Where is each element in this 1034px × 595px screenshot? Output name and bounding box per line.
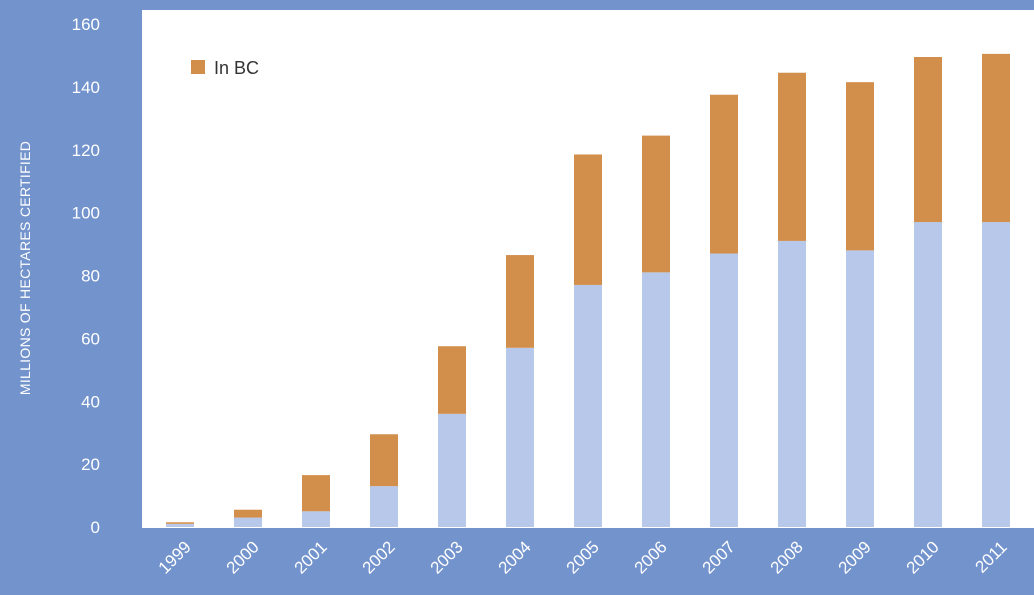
y-tick-label: 120 [72,141,100,160]
x-tick-label: 2010 [903,537,943,577]
y-axis-title: MILLIONS OF HECTARES CERTIFIED [17,141,33,395]
bar-in-bc-2011 [982,53,1010,223]
legend: In BC [191,58,259,78]
bar-base-2004 [506,347,534,527]
y-tick-label: 160 [72,15,100,34]
y-tick-labels: 0 20 40 60 80 100 120 140 160 [72,15,100,537]
bar-in-bc-2006 [642,135,670,273]
bar-in-bc-2004 [506,255,534,348]
bar-base-1999 [166,523,194,527]
bar-base-2011 [982,222,1010,527]
bar-base-2000 [234,517,262,527]
y-tick-label: 40 [81,392,100,411]
y-tick-label: 60 [81,329,100,348]
y-tick-label: 140 [72,78,100,97]
y-tick-label: 0 [91,518,100,537]
x-tick-label: 2002 [359,537,399,577]
bar-in-bc-1999 [166,522,194,524]
x-tick-label: 2001 [291,537,331,577]
bar-base-2009 [846,250,874,527]
x-tick-label: 2006 [631,537,671,577]
bar-in-bc-2008 [778,72,806,241]
x-tick-label: 2005 [563,537,603,577]
x-tick-label: 2011 [972,537,1011,576]
bar-base-2005 [574,284,602,527]
x-tick-label: 2000 [223,537,263,577]
x-tick-label: 2004 [495,537,535,577]
bar-in-bc-2007 [710,94,738,254]
bar-base-2002 [370,486,398,527]
y-tick-label: 20 [81,455,100,474]
bar-base-2006 [642,272,670,527]
bar-in-bc-2000 [234,509,262,518]
y-tick-label: 100 [72,204,100,223]
x-tick-label: 2008 [767,537,807,577]
y-tick-label: 80 [81,267,100,286]
bar-in-bc-2009 [846,82,874,251]
x-tick-label: 1999 [155,537,195,577]
bar-in-bc-2010 [914,57,942,223]
bar-base-2010 [914,222,942,527]
bar-in-bc-2005 [574,154,602,285]
x-tick-label: 2003 [427,537,467,577]
bar-base-2008 [778,240,806,527]
bar-base-2007 [710,253,738,527]
legend-label-in-bc: In BC [214,58,259,78]
bar-in-bc-2002 [370,434,398,487]
bars-group [166,53,1010,527]
bar-in-bc-2001 [302,475,330,512]
legend-swatch-in-bc [191,60,205,74]
bar-in-bc-2003 [438,346,466,414]
bar-base-2001 [302,511,330,527]
x-tick-label: 2009 [835,537,875,577]
x-tick-label: 2007 [699,537,739,577]
bar-base-2003 [438,413,466,527]
x-tick-labels: 1999 2000 2001 2002 2003 2004 2005 2006 2007 2008… [155,537,1011,577]
